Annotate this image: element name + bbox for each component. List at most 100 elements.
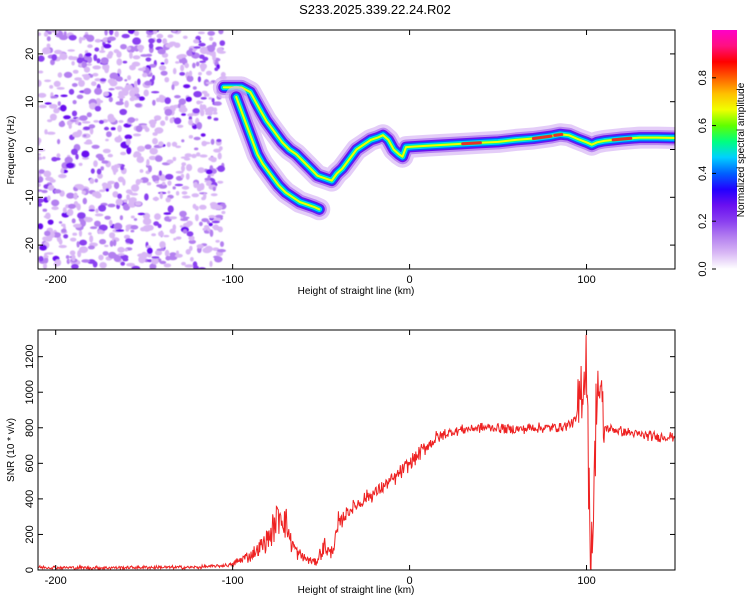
noise-blob — [152, 74, 155, 81]
noise-blob — [73, 192, 78, 200]
noise-blob — [43, 170, 52, 178]
noise-blob — [124, 79, 128, 82]
noise-blob — [137, 179, 143, 183]
snr-x-tick-label: -100 — [222, 575, 244, 587]
noise-blob — [71, 263, 79, 269]
noise-blob — [100, 166, 104, 171]
snr-data-point — [580, 391, 582, 393]
noise-blob — [38, 223, 44, 230]
noise-blob — [104, 30, 108, 36]
spectrogram-x-tick-label: -200 — [45, 274, 67, 286]
noise-blob — [202, 56, 209, 62]
noise-blob — [213, 205, 223, 210]
noise-blob — [76, 94, 84, 100]
snr-data-point — [258, 548, 260, 550]
snr-data-point — [409, 463, 411, 465]
noise-blob — [206, 93, 210, 97]
noise-blob — [123, 199, 128, 203]
noise-blob — [184, 62, 189, 69]
colorbar-tick-label: 0.6 — [697, 118, 709, 133]
noise-blob — [71, 148, 78, 155]
noise-blob — [175, 236, 182, 240]
snr-data-point — [575, 420, 577, 422]
noise-blob — [192, 108, 200, 114]
snr-data-point — [453, 431, 455, 433]
snr-y-tick-label: 1000 — [24, 380, 36, 404]
noise-blob — [74, 184, 84, 189]
noise-blob — [157, 48, 166, 55]
noise-blob — [192, 62, 196, 69]
noise-blob — [107, 78, 116, 84]
noise-blob — [149, 263, 157, 269]
noise-blob — [200, 97, 207, 100]
noise-blob — [50, 95, 58, 99]
noise-blob — [151, 256, 160, 259]
noise-blob — [148, 38, 155, 44]
noise-blob — [196, 185, 202, 192]
noise-blob — [156, 38, 162, 44]
noise-blob — [153, 221, 160, 226]
snr-data-point — [290, 541, 292, 543]
snr-x-ticks: -200 -100 0 100 — [45, 330, 596, 587]
noise-blob — [174, 95, 181, 99]
noise-blob — [151, 233, 157, 237]
noise-blob — [43, 31, 49, 37]
noise-blob — [175, 170, 184, 174]
noise-blob — [221, 210, 226, 215]
noise-blob — [42, 208, 48, 212]
noise-blob — [89, 226, 98, 230]
noise-blob — [163, 212, 172, 215]
snr-data-point — [586, 356, 588, 358]
noise-blob — [156, 184, 164, 188]
noise-blob — [162, 181, 166, 186]
noise-blob — [94, 105, 102, 112]
noise-blob — [76, 57, 84, 64]
noise-blob — [122, 257, 129, 262]
noise-blob — [98, 204, 107, 212]
colorbar-tick-label: 0.4 — [697, 166, 709, 181]
snr-x-tick-label: 0 — [407, 575, 413, 587]
noise-blob — [38, 198, 44, 204]
noise-blob — [83, 66, 91, 73]
noise-blob — [72, 69, 79, 74]
noise-blob — [120, 165, 125, 171]
noise-blob — [125, 227, 130, 232]
noise-blob — [68, 203, 76, 209]
noise-blob — [96, 98, 101, 102]
noise-blob — [204, 245, 213, 253]
noise-blob — [196, 122, 203, 130]
noise-blob — [186, 220, 193, 226]
noise-blob — [83, 134, 87, 137]
noise-blob — [173, 117, 182, 125]
noise-blob — [38, 156, 43, 161]
noise-blob — [165, 43, 174, 48]
noise-blob — [145, 57, 152, 62]
noise-blob — [82, 156, 90, 160]
noise-blob — [69, 250, 76, 256]
noise-blob — [132, 37, 142, 45]
noise-blob — [120, 44, 127, 50]
noise-blob — [66, 192, 75, 199]
noise-blob — [87, 245, 95, 250]
noise-blob — [188, 235, 195, 241]
noise-blob — [195, 61, 200, 67]
noise-blob — [145, 53, 153, 57]
noise-blob — [117, 125, 122, 133]
noise-blob — [148, 165, 152, 173]
noise-blob — [54, 259, 62, 267]
ridge-hot-core — [553, 132, 564, 137]
noise-blob — [180, 173, 185, 179]
noise-blob — [100, 57, 109, 65]
noise-blob — [191, 193, 200, 198]
noise-blob — [167, 180, 172, 186]
noise-blob — [159, 241, 166, 249]
noise-blob — [126, 262, 135, 267]
noise-blob — [130, 225, 139, 230]
noise-blob — [109, 240, 114, 247]
noise-blob — [108, 88, 115, 91]
snr-data-point — [395, 477, 397, 479]
noise-blob — [50, 59, 55, 66]
noise-blob — [198, 42, 206, 47]
noise-blob — [72, 131, 82, 138]
noise-blob — [180, 218, 189, 221]
